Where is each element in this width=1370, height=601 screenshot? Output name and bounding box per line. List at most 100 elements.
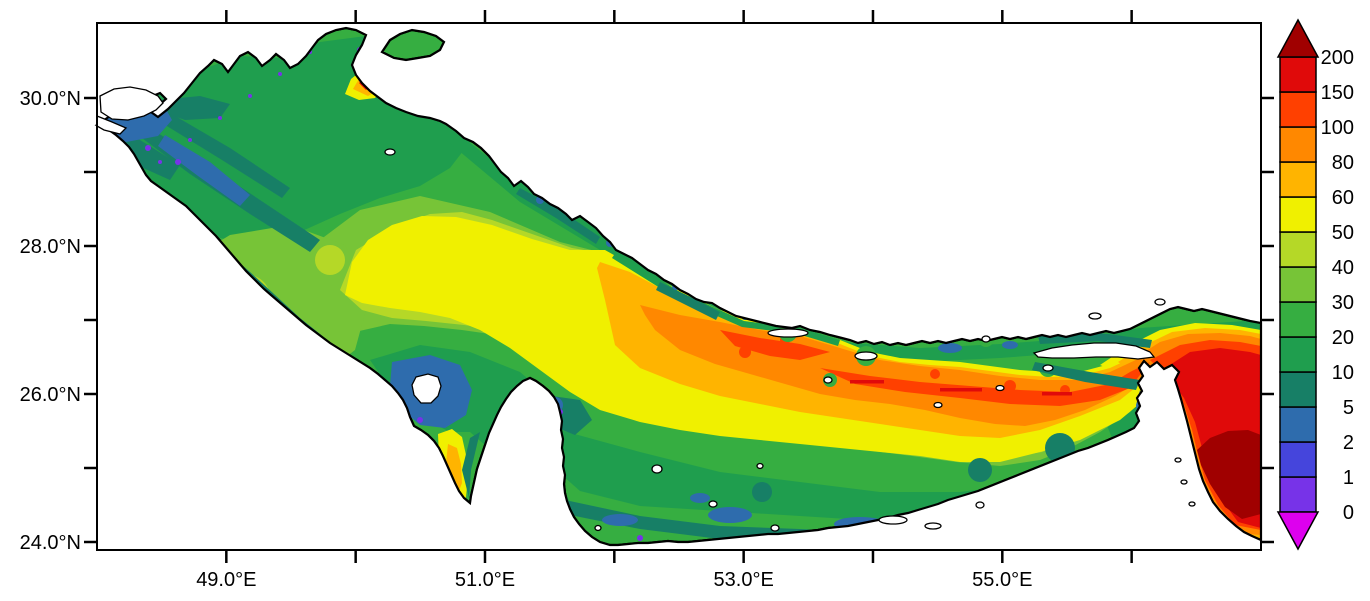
field-contour-region <box>446 444 462 496</box>
field-contour-region <box>160 96 230 120</box>
y-axis-tick-label: 26.0°N <box>20 384 81 406</box>
island-land-mask <box>767 328 809 338</box>
island-land-mask <box>995 384 1005 392</box>
field-darkred-over-200 <box>1197 430 1261 519</box>
island-land-mask <box>99 86 164 121</box>
field-contour-region <box>218 116 222 120</box>
field-contour-region <box>739 346 751 358</box>
colorbar-cell <box>1279 476 1317 513</box>
field-contour-region <box>602 514 638 526</box>
field-contour-region <box>1163 407 1173 417</box>
island-land-mask <box>594 524 602 532</box>
field-contour-region <box>752 482 772 502</box>
field-layers <box>97 28 1261 545</box>
island-land-mask <box>981 335 991 343</box>
island-land-mask <box>878 515 908 525</box>
field-contour-region <box>1032 362 1140 390</box>
y-axis-tick-label: 24.0°N <box>20 532 81 554</box>
colorbar-tick-label: 2 <box>1343 432 1354 454</box>
colorbar-over-arrow <box>1276 18 1320 58</box>
island-land-mask <box>823 376 833 384</box>
field-contour-region <box>175 159 181 165</box>
axis-ticks <box>84 10 1274 563</box>
field-contour-region <box>1042 392 1072 396</box>
colorbar-tick-label: 0 <box>1343 502 1354 524</box>
x-axis-tick-label: 55.0°E <box>972 569 1032 591</box>
island-land-mask <box>384 148 396 156</box>
field-contour-region <box>219 274 271 326</box>
field-contour-region <box>1197 430 1261 519</box>
plot-frame <box>96 22 1262 551</box>
field-contour-region <box>690 493 710 503</box>
field-contour-region <box>966 507 1014 523</box>
colorbar-tick-label: 60 <box>1332 187 1354 209</box>
field-contour-region <box>656 282 720 320</box>
colorbar-cell <box>1279 266 1317 303</box>
field-contour-region <box>278 72 282 76</box>
islands <box>96 86 1196 532</box>
island-land-mask <box>1032 342 1156 360</box>
y-axis-tick-label: 28.0°N <box>20 236 81 258</box>
colorbar-tick-label: 5 <box>1343 397 1354 419</box>
field-contour-region <box>930 369 940 379</box>
field-contour-region <box>1091 514 1099 522</box>
x-axis-tick-label: 53.0°E <box>714 569 774 591</box>
field-contour-region <box>462 432 480 498</box>
field-contour-region <box>1077 495 1133 515</box>
field-contour-region <box>158 160 162 164</box>
colorbar-cell <box>1279 231 1317 268</box>
colorbar-cell <box>1279 161 1317 198</box>
island-land-mask <box>924 522 942 530</box>
island-land-mask <box>1174 457 1182 463</box>
island-land-mask <box>1042 364 1054 372</box>
field-contour-region <box>315 245 345 275</box>
field-contour-region <box>417 417 423 423</box>
island-land-mask <box>708 500 718 508</box>
colorbar-under-arrow <box>1276 511 1320 551</box>
field-contour-region <box>1126 494 1134 502</box>
colorbar-cell <box>1279 126 1317 163</box>
colorbar-tick-label: 50 <box>1332 222 1354 244</box>
field-contour-region <box>145 145 151 151</box>
field-contour-region <box>188 138 192 142</box>
field-contour-region <box>968 458 992 482</box>
island-land-mask <box>854 351 878 361</box>
island-land-mask <box>1188 501 1196 507</box>
island-land-mask <box>770 524 780 532</box>
x-axis-tick-label: 49.0°E <box>196 569 256 591</box>
field-contour-region <box>850 380 884 384</box>
colorbar-cell <box>1279 336 1317 373</box>
island-land-mask <box>1154 298 1166 306</box>
colorbar-cell <box>1279 196 1317 233</box>
island-land-mask <box>975 501 985 509</box>
colorbar <box>1276 18 1320 551</box>
colorbar-cell <box>1279 91 1317 128</box>
island-land-mask <box>933 401 943 409</box>
field-contour-region <box>162 113 290 198</box>
field-contour-region <box>1138 464 1158 492</box>
island-land-mask <box>651 464 663 474</box>
colorbar-cell <box>1279 371 1317 408</box>
y-axis-tick-label: 30.0°N <box>20 88 81 110</box>
colorbar-tick-label: 20 <box>1332 327 1354 349</box>
colorbar-tick-label: 1 <box>1343 467 1354 489</box>
field-contour-region <box>637 535 643 541</box>
x-axis-tick-label: 51.0°E <box>455 569 515 591</box>
field-contour-region <box>158 135 250 206</box>
colorbar-tick-label: 40 <box>1332 257 1354 279</box>
field-contour-region <box>612 252 840 346</box>
axis-tick-labels: 49.0°E 51.0°E 53.0°E 55.0°E 30.0°N 28.0°N 26.0… <box>20 47 1354 591</box>
island-land-mask <box>411 373 442 404</box>
colorbar-tick-label: 150 <box>1321 82 1354 104</box>
colorbar-cell <box>1279 301 1317 338</box>
field-contour-region <box>708 507 752 523</box>
field-contour-region <box>180 225 370 385</box>
field-contour-region <box>997 517 1003 523</box>
island-land-mask <box>756 462 764 470</box>
island-land-mask <box>1088 312 1102 320</box>
colorbar-tick-label: 100 <box>1321 117 1354 139</box>
island-land-mask <box>1180 479 1188 485</box>
field-contour-region <box>297 349 303 355</box>
